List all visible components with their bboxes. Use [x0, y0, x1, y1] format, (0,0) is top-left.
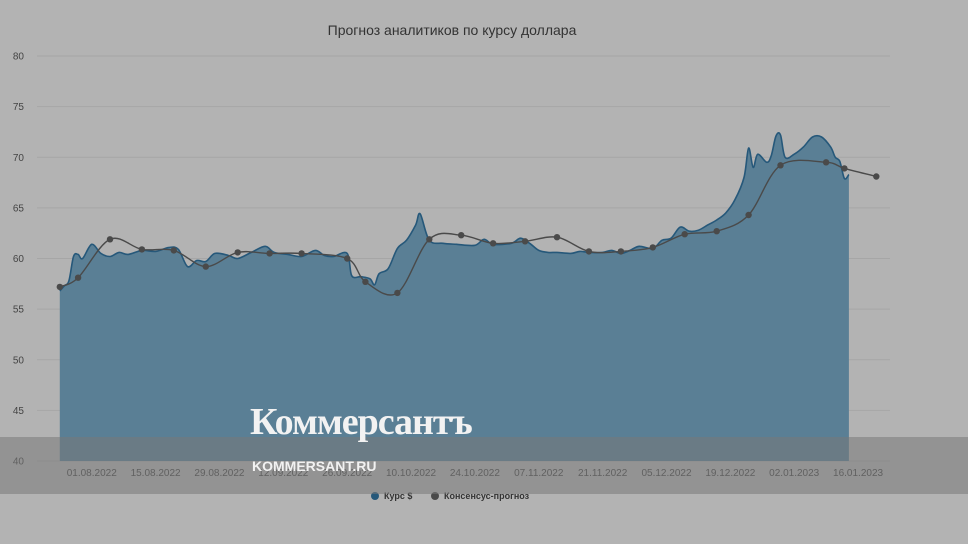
consensus-point[interactable] [234, 249, 241, 256]
y-tick-label: 65 [13, 203, 25, 214]
area-layer [59, 132, 850, 461]
consensus-point[interactable] [344, 255, 351, 262]
consensus-point[interactable] [202, 263, 209, 270]
consensus-point[interactable] [873, 173, 880, 180]
consensus-point[interactable] [74, 274, 82, 281]
y-axis: 807570656055504540 [13, 52, 25, 468]
consensus-point[interactable] [681, 231, 688, 238]
consensus-point[interactable] [106, 236, 114, 243]
consensus-point[interactable] [521, 238, 529, 245]
y-tick-label: 80 [13, 52, 25, 63]
y-tick-label: 50 [13, 355, 25, 366]
legend-marker-kurs [371, 492, 379, 500]
consensus-point[interactable] [266, 250, 273, 257]
consensus-point[interactable] [841, 165, 848, 172]
watermark-banner [0, 437, 968, 494]
legend-label-kurs[interactable]: Курс $ [384, 491, 412, 501]
series-kurs-area [59, 132, 849, 461]
consensus-point[interactable] [138, 246, 146, 253]
y-tick-label: 60 [13, 254, 25, 265]
consensus-point[interactable] [394, 289, 401, 297]
consensus-point[interactable] [713, 228, 720, 235]
line-layer [56, 159, 880, 297]
y-tick-label: 75 [13, 102, 25, 113]
consensus-point[interactable] [553, 234, 561, 241]
consensus-point[interactable] [298, 250, 305, 257]
chart-title: Прогноз аналитиков по курсу доллара [328, 22, 577, 38]
y-tick-label: 55 [13, 305, 25, 316]
watermark-logo: Коммерсантъ [250, 401, 473, 443]
consensus-point[interactable] [777, 162, 784, 169]
consensus-point[interactable] [822, 159, 830, 166]
consensus-point[interactable] [56, 283, 63, 291]
legend: Курс $ Консенсус-прогноз [371, 491, 530, 501]
legend-label-consensus[interactable]: Консенсус-прогноз [444, 491, 530, 501]
consensus-point[interactable] [170, 247, 177, 254]
consensus-point[interactable] [585, 248, 593, 255]
watermark-url: KOMMERSANT.RU [252, 458, 377, 474]
series-kurs-line [59, 132, 850, 292]
y-tick-label: 70 [13, 153, 25, 164]
consensus-point[interactable] [426, 236, 433, 243]
consensus-point[interactable] [489, 240, 497, 247]
consensus-point[interactable] [745, 211, 752, 219]
consensus-point[interactable] [649, 244, 656, 251]
consensus-point[interactable] [362, 278, 369, 285]
legend-marker-consensus [431, 492, 439, 500]
consensus-point[interactable] [617, 248, 625, 255]
y-tick-label: 45 [13, 406, 25, 417]
consensus-point[interactable] [458, 232, 465, 239]
